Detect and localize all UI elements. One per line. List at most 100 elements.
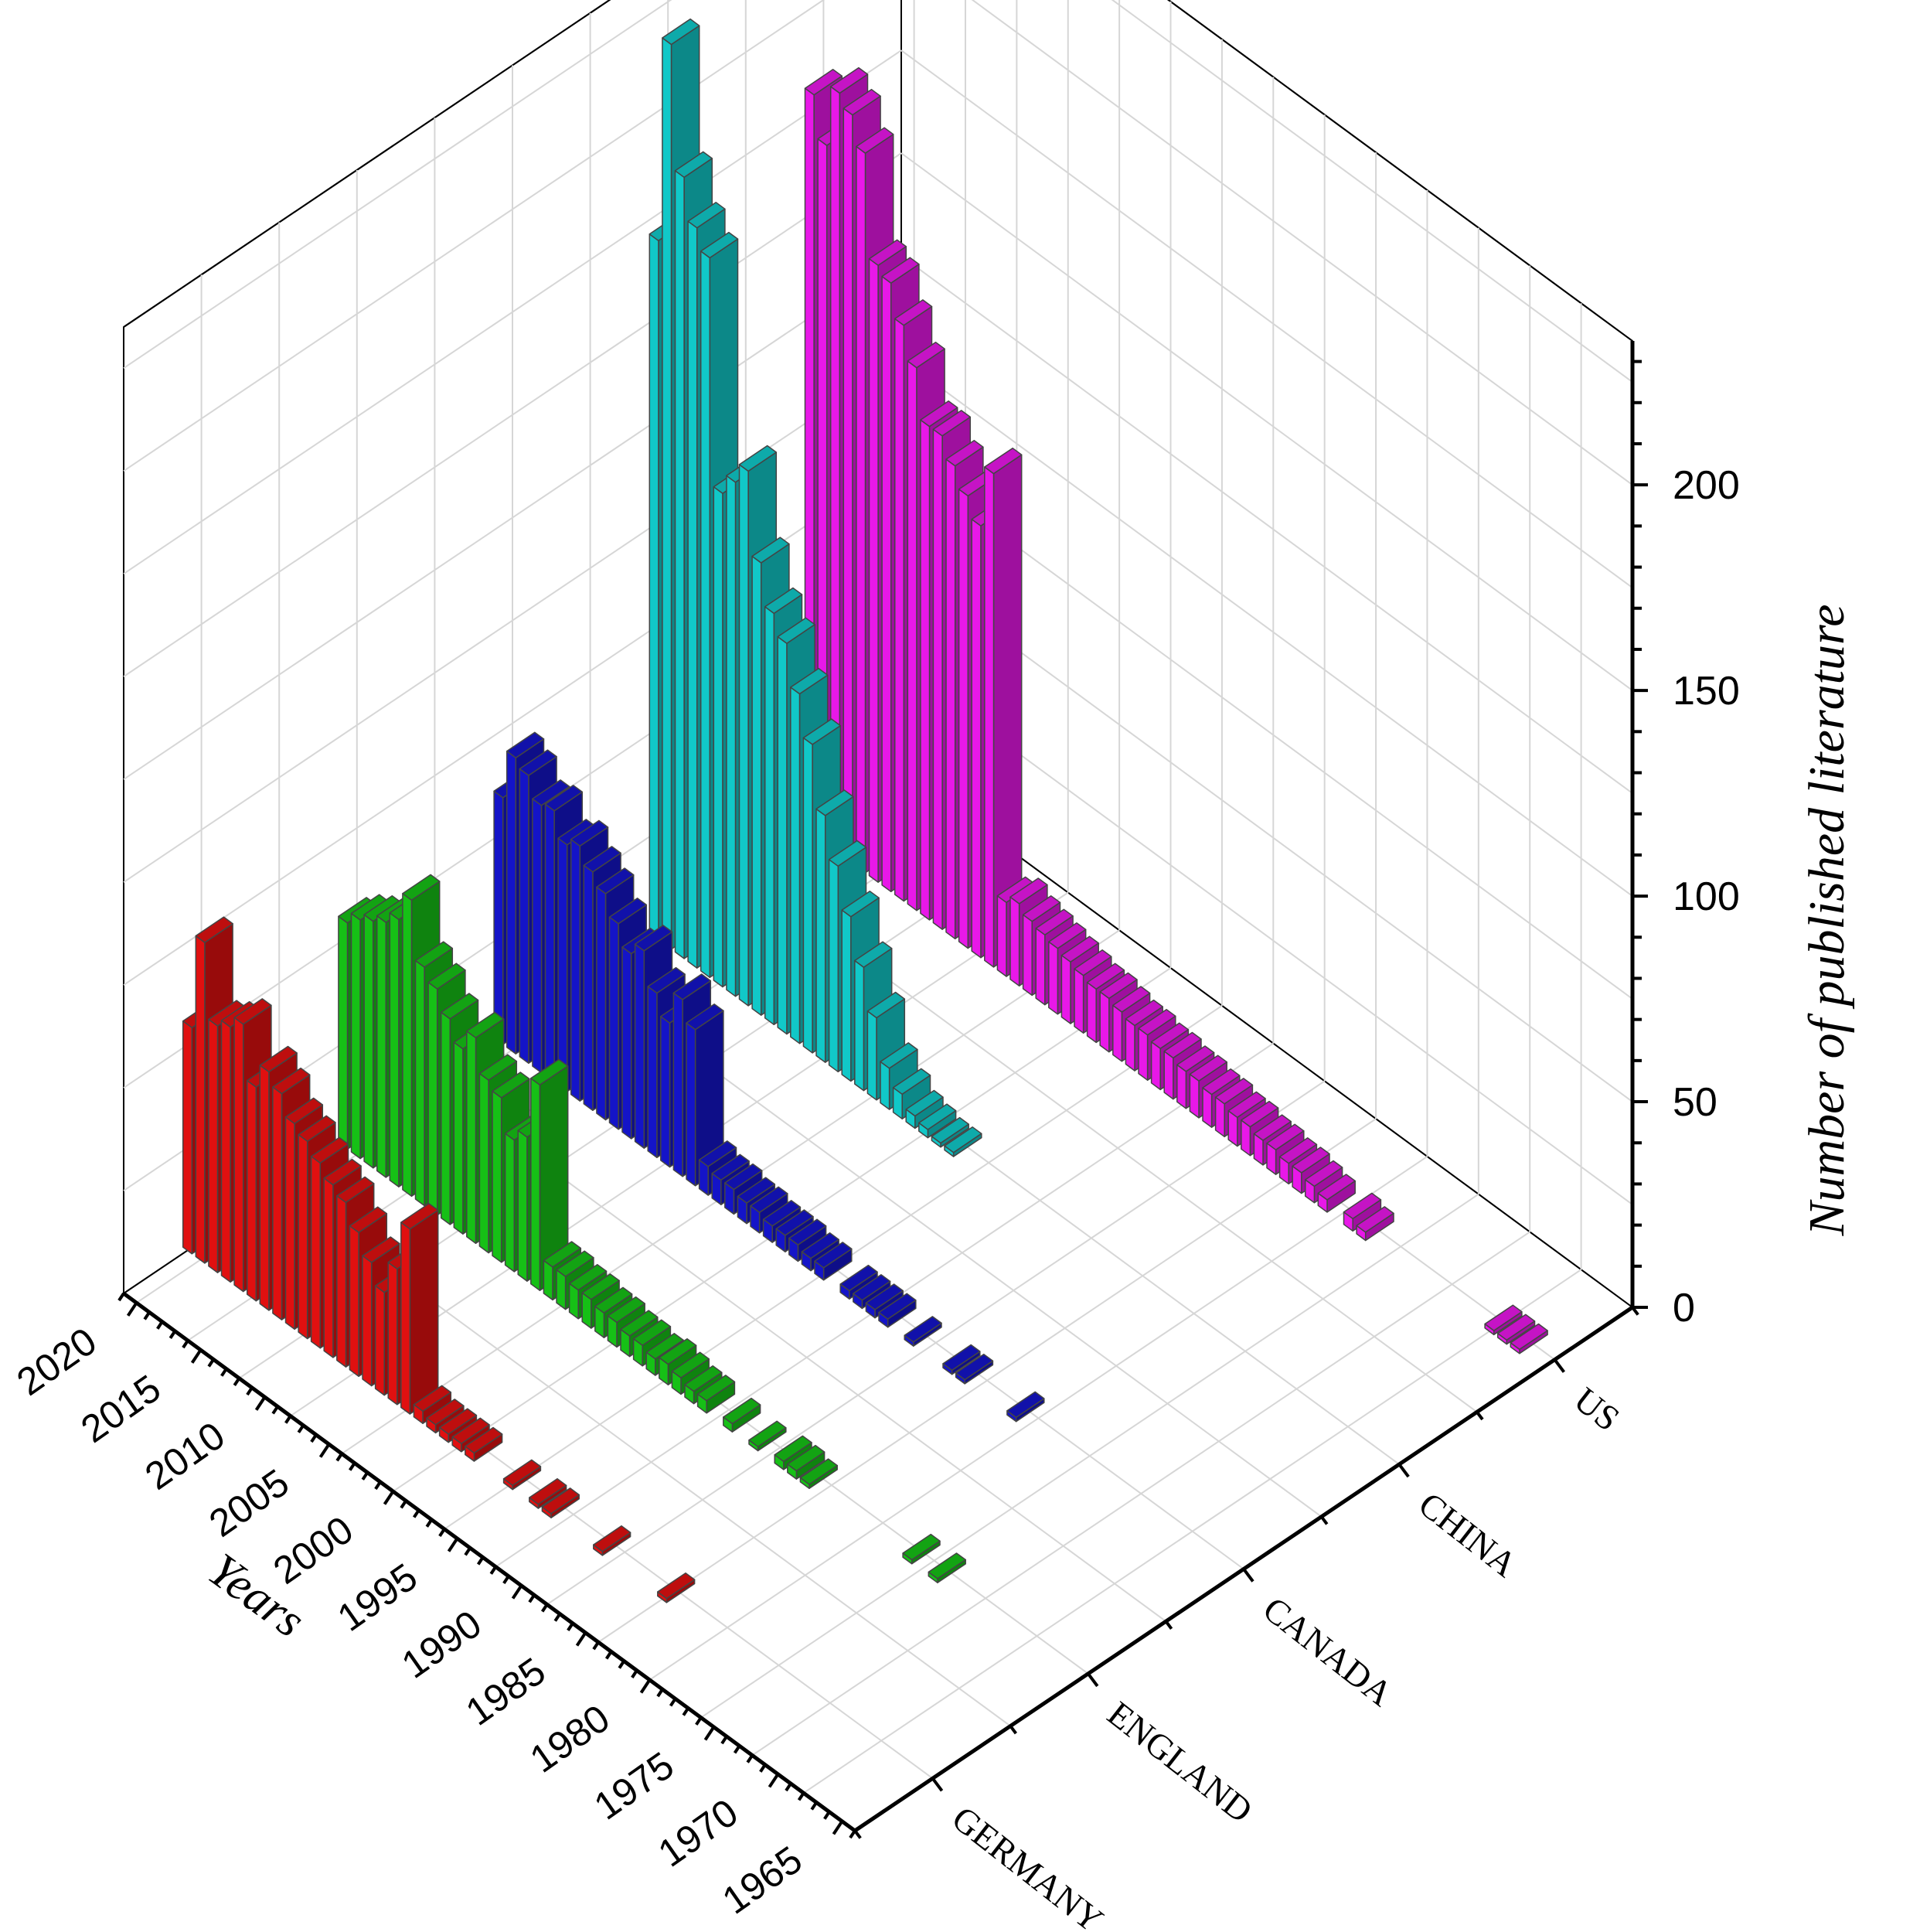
bar-face-side xyxy=(608,916,619,1130)
bar-face-top xyxy=(815,789,854,816)
bar-face-side xyxy=(647,986,658,1159)
bar-face-top xyxy=(687,202,726,229)
bar-face-top xyxy=(596,867,635,894)
year-major-tick xyxy=(447,1537,459,1552)
bar-face-top xyxy=(942,1344,981,1371)
country-tick xyxy=(1087,1672,1099,1688)
bar xyxy=(942,1344,981,1375)
bar-face-side xyxy=(246,1079,257,1302)
bar-face-side xyxy=(323,1177,334,1358)
bar xyxy=(814,1242,853,1281)
bar-face-side xyxy=(764,606,775,1026)
bar-face-side xyxy=(1138,1027,1149,1081)
value-tick-label: 150 xyxy=(1673,669,1740,714)
year-tick-label: 1995 xyxy=(330,1555,425,1640)
bar-face-top xyxy=(634,925,673,952)
bar-face-side xyxy=(530,1078,541,1291)
bar-face-top xyxy=(881,257,920,284)
year-minor-tick xyxy=(631,1669,638,1678)
year-minor-tick xyxy=(592,1641,600,1651)
bar-face-side xyxy=(389,912,400,1187)
bar-face-top xyxy=(607,1296,645,1324)
bar-face-side xyxy=(828,859,839,1073)
bar-face-top xyxy=(762,1200,802,1227)
bar-face-top xyxy=(426,1399,465,1426)
gridline-z-side xyxy=(1111,0,1633,383)
bar-face-top xyxy=(854,941,893,968)
bar-face-top xyxy=(1356,1206,1394,1233)
bar-face-side xyxy=(621,946,632,1140)
bar-face-top xyxy=(556,1250,594,1277)
bar-face-top xyxy=(839,1264,878,1292)
bar-face-side xyxy=(868,257,879,883)
bar-face-side xyxy=(259,1065,270,1311)
year-minor-tick xyxy=(797,1792,805,1801)
bar-face-top xyxy=(984,447,1023,475)
gridline-z-side xyxy=(900,564,1633,1102)
bar-face-side xyxy=(506,750,517,1055)
bar-face-top xyxy=(764,587,803,615)
year-minor-tick xyxy=(528,1594,536,1603)
bar-face-top xyxy=(284,1097,324,1125)
bar-face-top xyxy=(1510,1323,1548,1351)
bar-face-top xyxy=(272,1067,311,1095)
bar-face-side xyxy=(1176,1064,1187,1109)
bar-face-top xyxy=(788,1218,827,1245)
year-tick-label: 2010 xyxy=(138,1413,233,1498)
bar-face-top xyxy=(349,1206,388,1233)
bar-face-top xyxy=(1138,1009,1176,1036)
year-minor-tick xyxy=(489,1566,497,1575)
bar-face-side xyxy=(841,909,852,1082)
bar-face-top xyxy=(1278,1137,1318,1164)
bar-face-top xyxy=(904,1316,942,1343)
bar xyxy=(723,1397,761,1433)
year-minor-tick xyxy=(297,1424,305,1433)
bar-face-top xyxy=(336,1176,375,1204)
bar-face-top xyxy=(1074,949,1112,976)
bar-face-top xyxy=(1176,1045,1215,1072)
bar-face-side xyxy=(1022,914,1033,997)
bar-face-top xyxy=(1150,1022,1190,1049)
year-minor-tick xyxy=(476,1556,485,1566)
bar-face-top xyxy=(544,785,584,812)
country-tick xyxy=(1476,1411,1484,1421)
bar-face-top xyxy=(774,1435,812,1463)
bar xyxy=(1484,1304,1523,1336)
bar-face-top xyxy=(310,1136,349,1164)
bar-face-top xyxy=(298,1115,336,1142)
year-minor-tick xyxy=(246,1386,254,1396)
year-minor-tick xyxy=(310,1433,318,1443)
bar-face-top xyxy=(928,1552,966,1579)
bar-face-top xyxy=(570,819,609,847)
bar-face-top xyxy=(777,617,815,644)
bar-face-top xyxy=(530,1058,569,1086)
bar-face-top xyxy=(620,1310,659,1337)
bar-face-side xyxy=(557,837,568,1092)
bar xyxy=(748,1420,787,1452)
bar-face-top xyxy=(593,1525,631,1552)
bar xyxy=(1496,1314,1536,1345)
year-major-tick xyxy=(190,1349,203,1364)
year-minor-tick xyxy=(669,1698,677,1707)
country-tick xyxy=(1242,1568,1254,1583)
year-minor-tick xyxy=(425,1518,433,1528)
bar-face-top xyxy=(413,1385,452,1412)
bar xyxy=(878,1293,917,1328)
bar-face-top xyxy=(828,840,867,867)
bar-face-top xyxy=(790,667,829,695)
bar-face-top xyxy=(1317,1174,1356,1201)
bar-face-top xyxy=(657,1572,696,1600)
country-tick xyxy=(853,1829,862,1839)
bar-face-top xyxy=(519,749,557,776)
bar-face-top xyxy=(856,127,894,154)
bar-face-side xyxy=(182,1020,193,1255)
bar-face-top xyxy=(868,239,907,266)
bar-face-top xyxy=(671,1351,710,1378)
bar-face-side xyxy=(1060,954,1071,1024)
bar-face-side xyxy=(362,1255,373,1387)
bar-face-side xyxy=(649,233,659,941)
bar xyxy=(1510,1323,1548,1354)
bar-face-side xyxy=(1048,941,1059,1015)
year-tick-label: 1965 xyxy=(714,1838,809,1923)
